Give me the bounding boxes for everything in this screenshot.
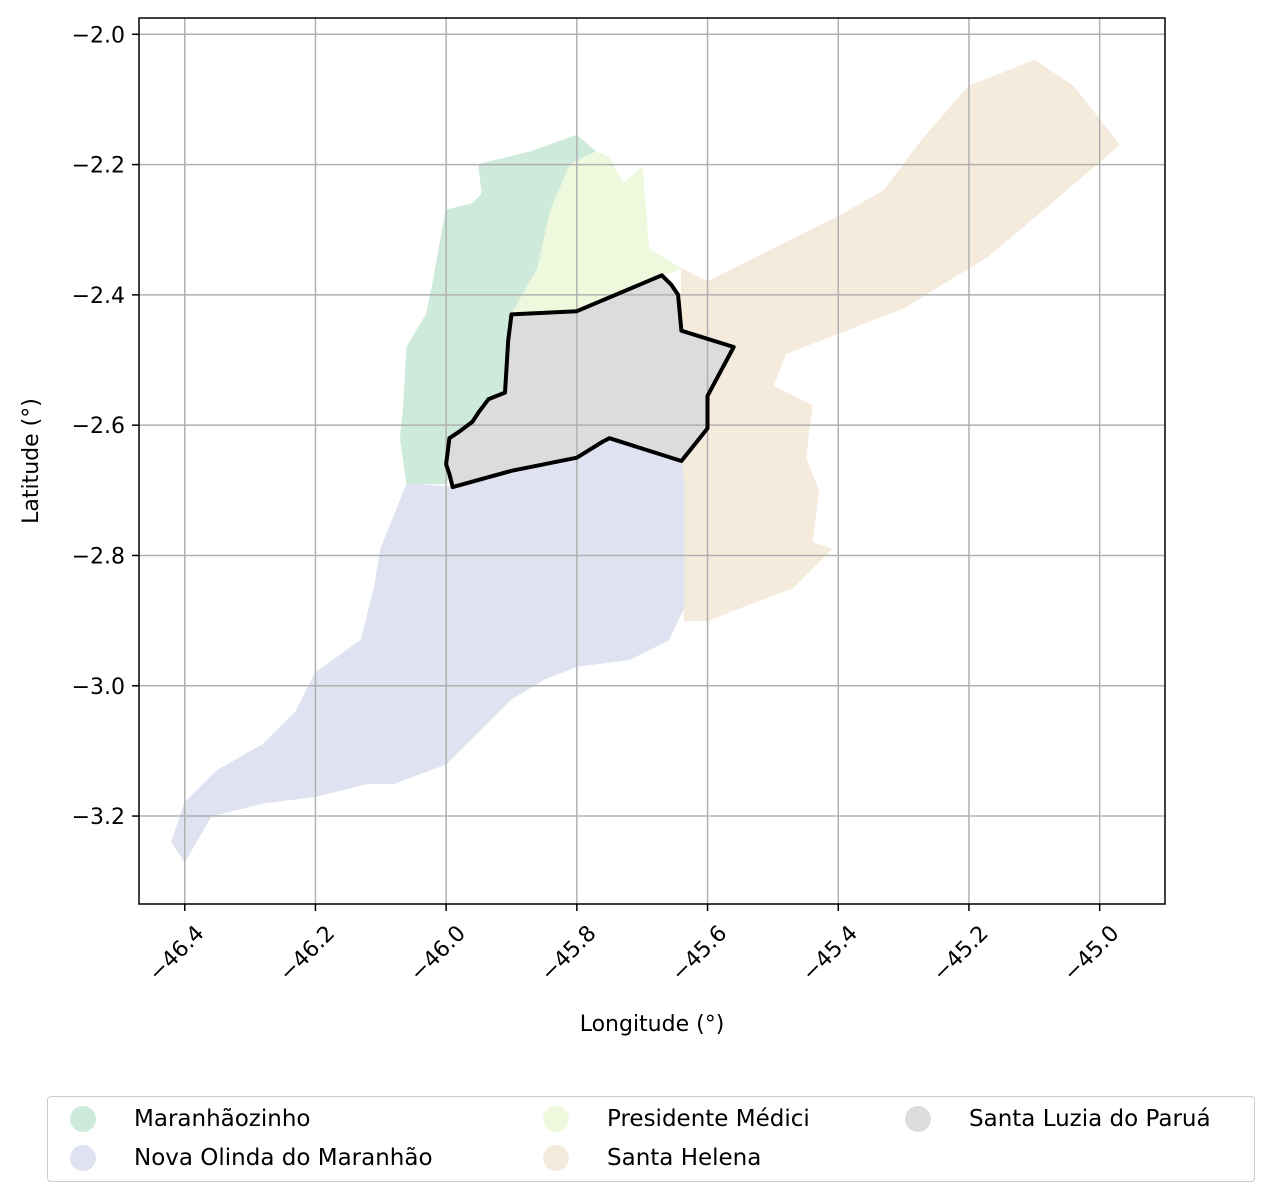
legend-label: Santa Helena — [607, 1145, 762, 1171]
x-tick-label: −46.4 — [144, 921, 209, 986]
legend-marker — [70, 1145, 96, 1171]
legend: Maranhãozinho Nova Olinda do Maranhão Pr… — [47, 1096, 1255, 1182]
legend-label: Nova Olinda do Maranhão — [134, 1145, 433, 1171]
legend-marker — [70, 1106, 96, 1132]
map-figure: −46.4 −46.2 −46.0 −45.8 −45.6 −45.4 −45.2 −45.0… — [19, 17, 1166, 1037]
x-tick-label: −46.0 — [405, 921, 470, 986]
plot-frame — [138, 17, 1166, 905]
x-tick-label: −45.4 — [798, 921, 863, 986]
x-axis-label: Longitude (°) — [580, 1012, 725, 1037]
legend-item-presidente-medici: Presidente Médici — [543, 1103, 810, 1135]
legend-item-nova-olinda: Nova Olinda do Maranhão — [70, 1142, 433, 1174]
x-axis-ticks: −46.4 −46.2 −46.0 −45.8 −45.6 −45.4 −45.2 −45.0 — [144, 904, 1124, 986]
region-layer — [171, 59, 1120, 863]
legend-marker — [543, 1145, 569, 1171]
legend-marker — [543, 1106, 569, 1132]
y-tick-label: −2.4 — [72, 284, 125, 309]
grid-lines — [139, 18, 1165, 904]
x-tick-label: −46.2 — [275, 921, 340, 986]
x-tick-label: −45.2 — [928, 921, 993, 986]
x-tick-label: −45.0 — [1059, 921, 1124, 986]
region-nova-olinda-do-maranhao — [171, 437, 685, 863]
y-tick-label: −3.2 — [72, 805, 125, 830]
legend-label: Presidente Médici — [607, 1106, 810, 1132]
y-axis-label: Latitude (°) — [19, 398, 44, 524]
y-tick-label: −2.6 — [72, 414, 125, 439]
legend-label: Santa Luzia do Paruá — [969, 1106, 1211, 1132]
y-axis-ticks: −2.0 −2.2 −2.4 −2.6 −2.8 −3.0 −3.2 — [72, 23, 139, 830]
legend-marker — [905, 1106, 931, 1132]
region-outline-santa-luzia-do-parua — [444, 273, 736, 490]
y-tick-label: −2.8 — [72, 544, 125, 569]
highlight-layer — [444, 273, 736, 490]
legend-item-maranhaozinho: Maranhãozinho — [70, 1103, 311, 1135]
x-tick-label: −45.8 — [536, 921, 601, 986]
legend-item-santa-luzia: Santa Luzia do Paruá — [905, 1103, 1211, 1135]
y-tick-label: −2.2 — [72, 154, 125, 179]
region-santa-helena — [680, 59, 1120, 622]
x-tick-label: −45.6 — [667, 921, 732, 986]
legend-label: Maranhãozinho — [134, 1106, 311, 1132]
y-tick-label: −2.0 — [72, 23, 125, 48]
legend-item-santa-helena: Santa Helena — [543, 1142, 761, 1174]
y-tick-label: −3.0 — [72, 675, 125, 700]
